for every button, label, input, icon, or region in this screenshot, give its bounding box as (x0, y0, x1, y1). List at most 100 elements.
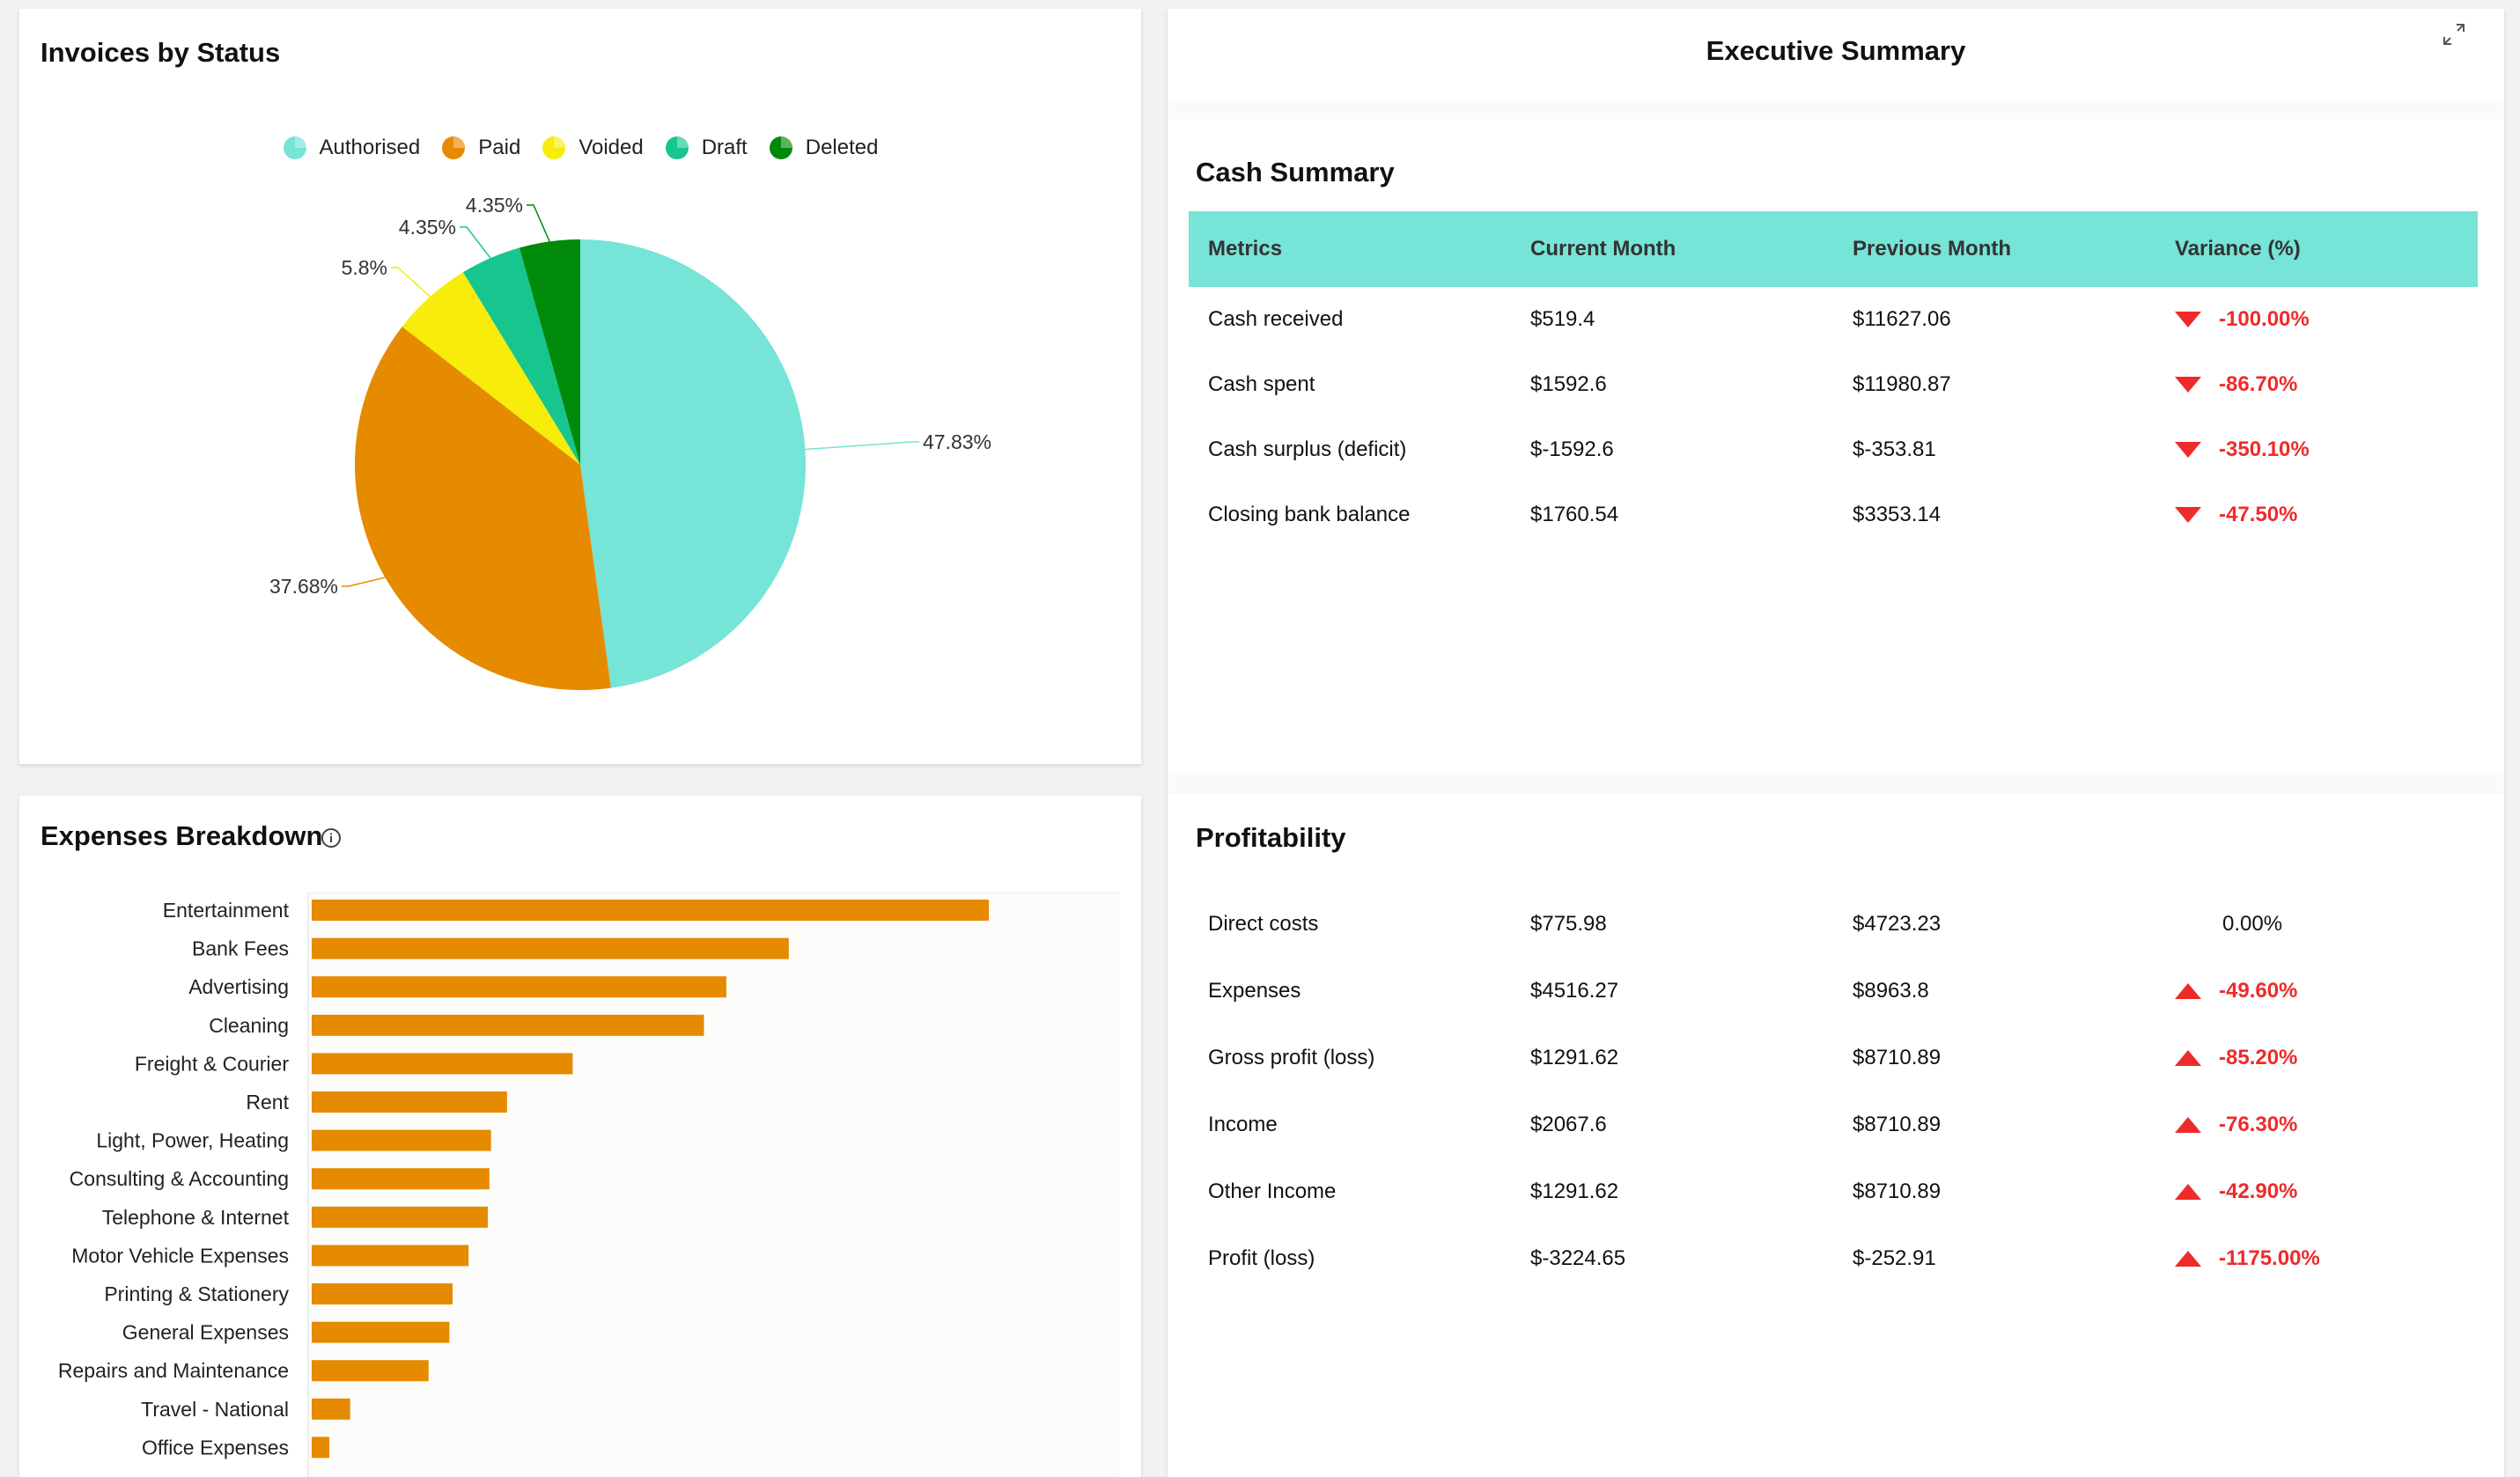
table-row: Other Income $1291.62 $8710.89 -42.90% (1189, 1158, 2478, 1225)
bar-category-label: Light, Power, Heating (96, 1129, 289, 1152)
current-cell: $1592.6 (1530, 372, 1607, 396)
pie-slice-paid[interactable] (355, 327, 611, 690)
current-cell: $2067.6 (1530, 1113, 1607, 1136)
legend-item-authorised[interactable]: Authorised (283, 136, 420, 160)
current-cell: $-1592.6 (1530, 437, 1614, 461)
table-row: Expenses $4516.27 $8963.8 -49.60% (1189, 958, 2478, 1025)
invoices-by-status-card: Invoices by Status Authorised Paid Voide… (19, 9, 1141, 764)
variance-cell: -85.20% (2155, 1046, 2478, 1070)
current-cell: $1291.62 (1530, 1179, 1619, 1203)
variance-cell: -100.00% (2155, 307, 2478, 332)
bar[interactable] (312, 1091, 507, 1113)
variance-value: -47.50% (2219, 503, 2298, 526)
variance-cell: -1175.00% (2155, 1246, 2478, 1271)
bar[interactable] (312, 1014, 704, 1036)
down-triangle-icon (2175, 507, 2201, 523)
section-divider (1168, 775, 2504, 794)
down-triangle-icon (2175, 312, 2201, 327)
pie-slice-deleted[interactable] (519, 239, 580, 465)
profitability-table: Direct costs $775.98 $4723.23 0.00% Expe… (1189, 891, 2478, 1292)
cash-summary-title: Cash Summary (1196, 157, 1395, 187)
bar[interactable] (312, 1437, 329, 1459)
current-cell: $1760.54 (1530, 503, 1619, 526)
pie-slice-icon (442, 136, 466, 159)
up-triangle-icon (2175, 1117, 2201, 1133)
table-row: Closing bank balance $1760.54 $3353.14 -… (1189, 482, 2478, 547)
variance-cell: 0.00% (2155, 912, 2478, 937)
bar-category-label: Office Expenses (142, 1436, 289, 1459)
expenses-title: Expenses Breakdown (41, 820, 323, 851)
down-triangle-icon (2175, 442, 2201, 458)
variance-cell: -47.50% (2155, 503, 2478, 527)
previous-cell: $8710.89 (1853, 1046, 1942, 1069)
bar-category-label: Consulting & Accounting (70, 1167, 289, 1190)
bar-category-label: Freight & Courier (135, 1052, 289, 1075)
bar[interactable] (312, 900, 990, 921)
metric-cell: Expenses (1208, 979, 1301, 1003)
expand-icon[interactable] (2439, 19, 2469, 49)
header-variance: Variance (%) (2175, 237, 2301, 261)
previous-cell: $3353.14 (1853, 503, 1942, 526)
current-cell: $775.98 (1530, 912, 1607, 936)
invoices-title: Invoices by Status (41, 37, 281, 68)
pie-leader-line (805, 441, 919, 451)
variance-cell: -49.60% (2155, 979, 2478, 1003)
bar-category-label: General Expenses (122, 1321, 289, 1344)
metric-cell: Profit (loss) (1208, 1246, 1315, 1270)
bar-chart: Entertainment Bank Fees Advertising Cleanin… (58, 892, 1119, 1477)
bar[interactable] (312, 1321, 450, 1343)
executive-summary-title: Executive Summary (1706, 35, 1966, 66)
pie-slice-authorised[interactable] (580, 239, 806, 688)
previous-cell: $11980.87 (1853, 372, 1951, 396)
info-icon[interactable] (321, 827, 342, 849)
legend-label: Deleted (805, 136, 879, 159)
variance-value: -42.90% (2219, 1179, 2298, 1203)
pie-slice-draft[interactable] (462, 247, 580, 465)
bar-category-label: Advertising (188, 975, 289, 998)
bar[interactable] (312, 1245, 469, 1267)
current-cell: $519.4 (1530, 307, 1595, 331)
pie-slice-icon (769, 136, 792, 159)
bar[interactable] (312, 1283, 453, 1304)
legend-item-draft[interactable]: Draft (665, 136, 748, 160)
bar-category-label: Rent (246, 1091, 289, 1113)
header-current-month: Current Month (1530, 237, 1676, 261)
bar[interactable] (312, 1360, 429, 1382)
bar-category-label: Cleaning (209, 1014, 289, 1037)
header-metrics: Metrics (1208, 237, 1283, 261)
bar-category-label: Telephone & Internet (102, 1206, 290, 1229)
bar-category-label: Bank Fees (192, 937, 289, 960)
bar[interactable] (312, 937, 789, 959)
bar-category-label: Entertainment (163, 899, 290, 922)
metric-cell: Cash received (1208, 307, 1344, 331)
bar[interactable] (312, 976, 726, 998)
variance-value: -350.10% (2219, 437, 2310, 461)
metric-cell: Other Income (1208, 1179, 1337, 1203)
legend-item-deleted[interactable]: Deleted (769, 136, 879, 160)
bar[interactable] (312, 1168, 490, 1190)
pie-slice-icon (542, 136, 566, 159)
bar[interactable] (312, 1206, 488, 1228)
header-previous-month: Previous Month (1853, 237, 2012, 261)
table-row: Cash surplus (deficit) $-1592.6 $-353.81… (1189, 417, 2478, 482)
bar[interactable] (312, 1398, 350, 1420)
executive-summary-card: Executive Summary Cash Summary Metrics C… (1168, 9, 2504, 1477)
pie-slice-voided[interactable] (402, 272, 580, 465)
bar[interactable] (312, 1129, 491, 1151)
variance-cell: -42.90% (2155, 1179, 2478, 1204)
variance-value: -100.00% (2219, 307, 2310, 331)
section-divider (1168, 100, 2504, 120)
profitability-title: Profitability (1196, 822, 1346, 853)
previous-cell: $-252.91 (1853, 1246, 1936, 1270)
legend-item-voided[interactable]: Voided (542, 136, 644, 160)
previous-cell: $4723.23 (1853, 912, 1942, 936)
pie-leader-line (460, 226, 491, 259)
pie-leader-line (342, 577, 386, 587)
legend-item-paid[interactable]: Paid (441, 136, 520, 160)
bar[interactable] (312, 1053, 573, 1075)
pie-leader-line (391, 267, 431, 298)
down-triangle-icon (2175, 377, 2201, 393)
pie-chart: 47.83% 37.68% 5.8% 4.35% 4.35% (269, 194, 991, 690)
cash-summary-table: Metrics Current Month Previous Month Var… (1189, 211, 2478, 547)
legend-label: Voided (578, 136, 644, 159)
